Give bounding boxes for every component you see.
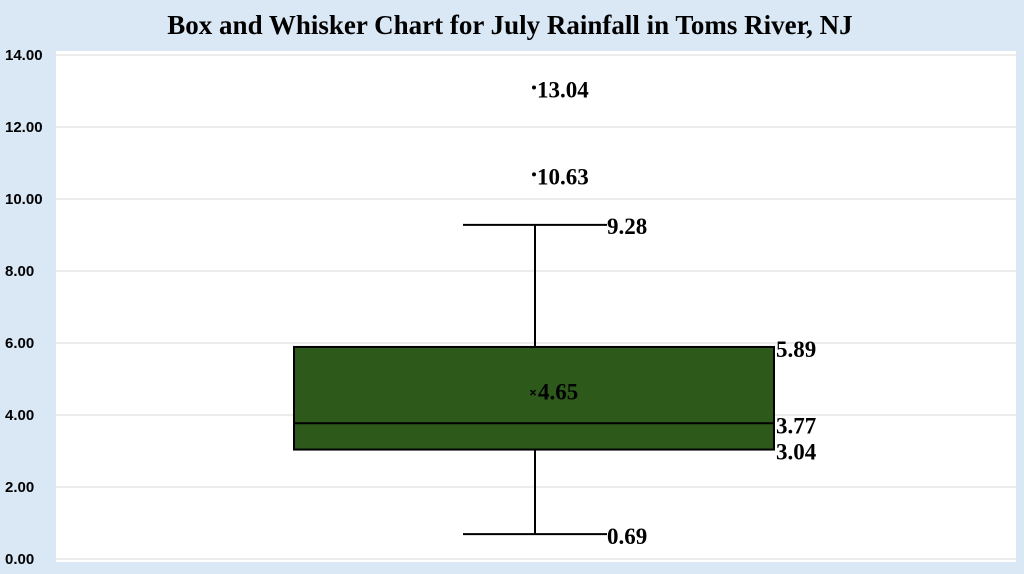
y-axis-tick-labels: 0.00 2.00 4.00 6.00 8.00 10.00 12.00 14.00: [5, 47, 43, 568]
y-tick-label: 14.00: [5, 47, 43, 64]
y-tick-label: 6.00: [5, 335, 34, 352]
q1-label: 3.04: [776, 440, 817, 465]
data-labels: 9.28 0.69 5.89 3.773.04 4.65 10.63 13.04: [537, 78, 817, 550]
y-tick-label: 12.00: [5, 119, 43, 136]
median-label: 3.77: [776, 413, 816, 438]
y-tick-label: 8.00: [5, 263, 34, 280]
y-tick-label: 10.00: [5, 191, 43, 208]
chart-title: Box and Whisker Chart for July Rainfall …: [167, 10, 852, 40]
max-label: 9.28: [607, 214, 647, 239]
outlier-point: [532, 85, 536, 90]
y-tick-label: 2.00: [5, 479, 34, 496]
outlier-label: 13.04: [537, 78, 589, 103]
y-tick-label: 0.00: [5, 551, 34, 568]
q3-label: 5.89: [776, 337, 816, 362]
outlier-label: 10.63: [537, 164, 589, 189]
outlier-point: [532, 172, 536, 177]
min-label: 0.69: [607, 524, 647, 549]
interquartile-box: [293, 345, 775, 451]
mean-marker: [529, 389, 537, 396]
mean-label: 4.65: [538, 380, 578, 405]
y-tick-label: 4.00: [5, 407, 34, 424]
box-plot: [293, 85, 775, 536]
